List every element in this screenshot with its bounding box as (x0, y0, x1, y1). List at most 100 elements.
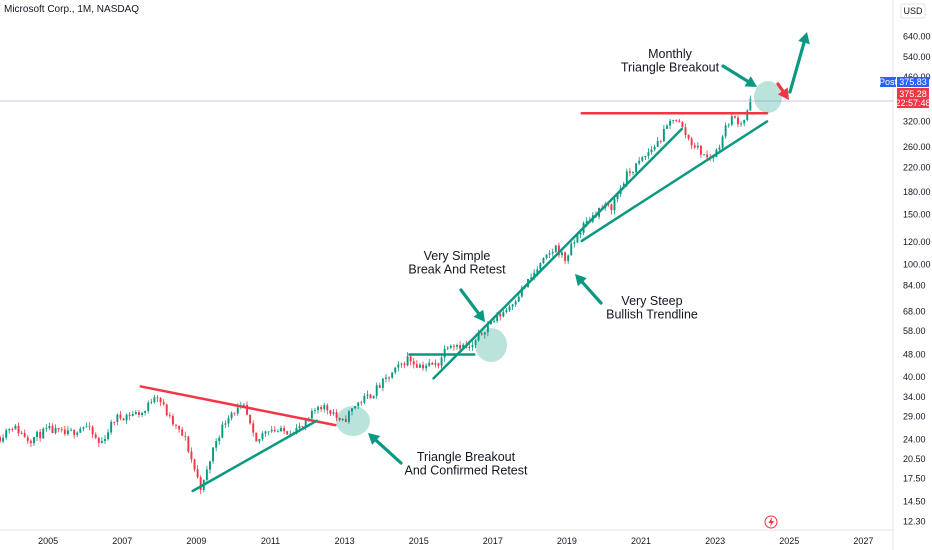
candle (159, 397, 162, 406)
candle (610, 203, 613, 215)
candle (338, 417, 341, 422)
y-tick-label: 120.00 (903, 237, 931, 247)
x-tick-label: 2019 (557, 536, 577, 546)
candle (699, 144, 702, 158)
candle (314, 407, 316, 414)
candle (357, 402, 360, 410)
candle (125, 413, 128, 424)
y-tick-label: 640.00 (903, 31, 931, 41)
candle (659, 139, 662, 144)
y-tick-label: 460.00 (903, 72, 931, 82)
candle (178, 425, 181, 433)
candle (175, 424, 177, 430)
candle (273, 426, 276, 433)
candle (347, 409, 350, 424)
y-tick-label: 180.00 (903, 187, 931, 197)
candle (471, 341, 474, 351)
candle (662, 124, 665, 143)
candle (14, 424, 17, 430)
arrow (459, 288, 485, 322)
candle (162, 399, 165, 406)
lightning-icon[interactable] (764, 515, 778, 529)
y-tick-label: 29.00 (903, 411, 926, 421)
candle (0, 435, 1, 443)
y-tick-label: 100.00 (903, 259, 931, 269)
candle (332, 408, 335, 416)
candle (517, 293, 520, 303)
y-tick-label: 34.00 (903, 392, 926, 402)
candle (54, 424, 57, 435)
candle (743, 119, 746, 127)
candle (730, 113, 733, 127)
y-tick-label: 58.00 (903, 326, 926, 336)
x-tick-label: 2023 (705, 536, 725, 546)
candle (341, 418, 344, 422)
candle (144, 410, 147, 416)
candle (737, 115, 739, 128)
candle (8, 428, 11, 434)
x-tick-label: 2009 (186, 536, 206, 546)
candle (696, 142, 699, 150)
candle (286, 430, 289, 435)
candle (320, 405, 323, 412)
annotation-text: Very Steep (621, 294, 682, 308)
y-tick-label: 20.50 (903, 454, 926, 464)
candle (545, 254, 548, 260)
candle (687, 134, 690, 141)
currency-box[interactable] (900, 3, 926, 19)
candle (391, 372, 394, 379)
candle (354, 405, 357, 410)
candle (184, 431, 187, 441)
candle (264, 430, 267, 437)
candle (372, 395, 375, 399)
candle (351, 408, 353, 416)
candle (375, 382, 378, 399)
candle (39, 428, 42, 442)
candle (57, 427, 60, 433)
candle (150, 398, 153, 405)
candle (79, 426, 82, 434)
candle (11, 427, 14, 432)
candle (554, 244, 557, 254)
triangle-bottom-line[interactable] (191, 419, 319, 493)
candle (480, 332, 483, 336)
candle (378, 382, 381, 388)
candle (113, 421, 116, 426)
candle (483, 331, 486, 339)
candle (449, 344, 452, 350)
candle (672, 119, 675, 124)
candle (270, 425, 273, 433)
candle (746, 109, 749, 122)
candle (403, 361, 406, 369)
candle (360, 400, 363, 406)
x-tick-label: 2027 (853, 536, 873, 546)
annotation-text: Bullish Trendline (606, 308, 698, 322)
candle (128, 411, 131, 421)
candle (397, 361, 400, 372)
trendline-2-line[interactable] (580, 120, 769, 243)
candle (505, 308, 508, 314)
steep-trendline-line[interactable] (432, 127, 684, 380)
y-tick-label: 48.00 (903, 349, 926, 359)
candle (749, 95, 752, 111)
candle (230, 411, 233, 421)
candle (317, 405, 320, 414)
candle (363, 393, 366, 405)
candle (344, 415, 347, 423)
triangle-top-line[interactable] (139, 385, 337, 427)
candle (446, 346, 449, 351)
candle (567, 254, 570, 264)
candle (258, 438, 261, 444)
candle (412, 357, 415, 369)
y-tick-label: 12.30 (903, 517, 926, 527)
y-tick-label: 17.50 (903, 473, 926, 483)
candle (221, 421, 224, 439)
candle (76, 431, 79, 438)
candle (468, 343, 471, 351)
candle (97, 436, 100, 448)
candle (94, 432, 97, 440)
candle (171, 413, 174, 427)
candle (440, 355, 443, 369)
candle (233, 412, 236, 416)
